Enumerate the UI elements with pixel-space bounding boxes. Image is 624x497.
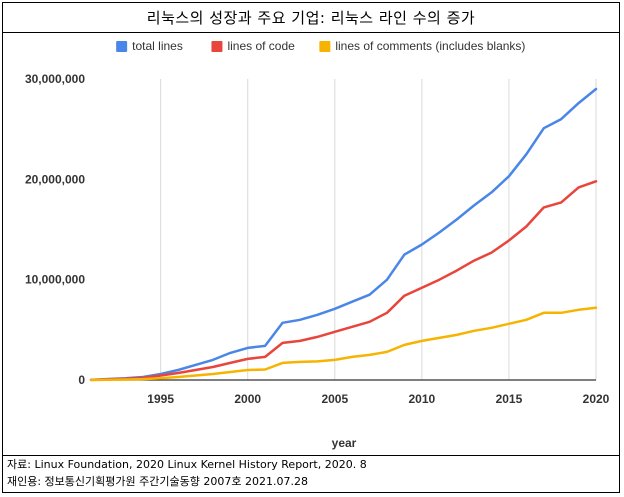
- y-tick-label: 0: [78, 373, 85, 387]
- figure-title: 리눅스의 성장과 주요 기업: 리눅스 라인 수의 증가: [146, 9, 476, 27]
- source-note: 자료: Linux Foundation, 2020 Linux Kernel …: [7, 458, 367, 471]
- figure-footer: 자료: Linux Foundation, 2020 Linux Kernel …: [3, 456, 619, 492]
- legend-layer: total lines lines of code lines of comment…: [116, 39, 525, 53]
- x-tick-label: 2000: [234, 392, 261, 406]
- legend-swatch-3: [319, 41, 331, 52]
- series-layer: [89, 87, 598, 382]
- y-tick-label: 30,000,000: [25, 72, 85, 86]
- figure-frame: 리눅스의 성장과 주요 기업: 리눅스 라인 수의 증가 1995 2000 200…: [2, 2, 620, 493]
- citation-note: 재인용: 정보통신기획평가원 주간기술동향 2007호 2021.07.28: [7, 475, 308, 488]
- y-tick-label: 20,000,000: [25, 172, 85, 186]
- x-tick-label: 2010: [409, 392, 436, 406]
- x-tick-label: 2005: [321, 392, 348, 406]
- x-tick-label: 2020: [583, 392, 610, 406]
- series-line-2: [89, 180, 598, 382]
- legend-swatch-2: [211, 41, 223, 52]
- series-line-1: [89, 87, 598, 382]
- axis-layer: 1995 2000 2005 2010 2015 2020 0 10,000,000 20,00…: [25, 72, 610, 406]
- legend-label-3: lines of comments (includes blanks): [335, 39, 525, 53]
- legend-label-2: lines of code: [227, 39, 295, 53]
- chart-area: 1995 2000 2005 2010 2015 2020 0 10,000,000 20,00…: [3, 33, 619, 456]
- x-axis-title: year: [332, 436, 357, 450]
- x-tick-label: 2015: [496, 392, 523, 406]
- x-tick-label: 1995: [147, 392, 174, 406]
- legend-swatch-1: [116, 41, 128, 52]
- figure-title-bar: 리눅스의 성장과 주요 기업: 리눅스 라인 수의 증가: [3, 3, 619, 33]
- y-tick-label: 10,000,000: [25, 273, 85, 287]
- legend-label-1: total lines: [132, 39, 183, 53]
- grid-layer: [160, 79, 597, 380]
- line-chart: 1995 2000 2005 2010 2015 2020 0 10,000,000 20,00…: [25, 39, 610, 450]
- series-line-3: [89, 306, 598, 382]
